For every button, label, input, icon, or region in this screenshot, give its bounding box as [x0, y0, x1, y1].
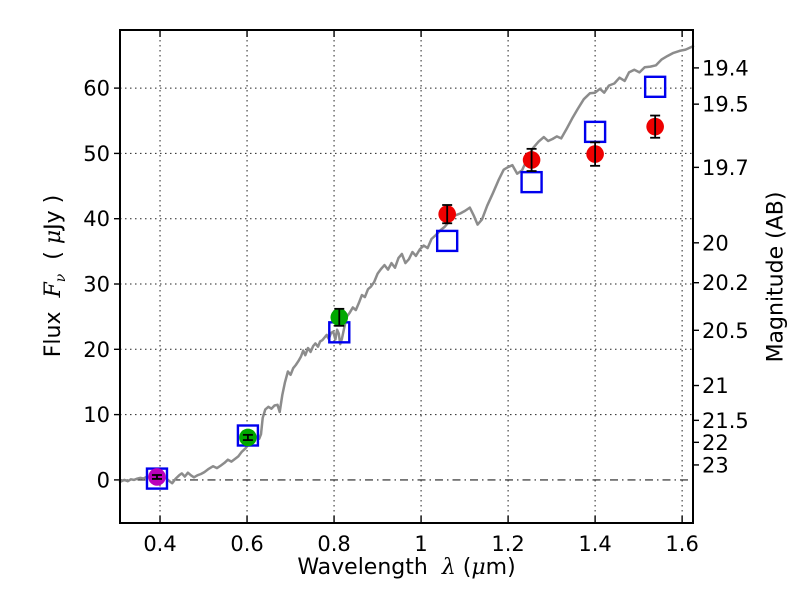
flux-symbol-sub: ν [53, 273, 70, 283]
model-spectrum-line [118, 45, 695, 485]
axes-frame [119, 29, 694, 524]
x-tick-label: 0.6 [230, 532, 263, 556]
y-tick-label-left: 40 [83, 207, 110, 231]
flux-unit-rest: Jy ) [40, 194, 66, 230]
plot-border [119, 29, 694, 524]
flux-unit-mu: μ [40, 229, 66, 245]
observed-photometry-point [330, 307, 349, 327]
x-tick-label: 0.8 [317, 532, 350, 556]
mu-symbol: μ [471, 555, 486, 580]
model-photometry-square [435, 229, 459, 253]
x-axis-unit-rest: m) [485, 555, 516, 580]
flux-unit-open: ( [40, 244, 66, 260]
y-tick-label-left: 50 [83, 142, 110, 166]
y-tick-label-right: 20 [702, 231, 729, 255]
observed-photometry-point [239, 428, 257, 447]
model-photometry-square [583, 120, 607, 144]
tick-marks [114, 30, 699, 523]
data-layer [118, 45, 695, 490]
y-tick-label-right: 21 [702, 374, 729, 398]
observed-photometry-point [148, 468, 166, 486]
y-tick-label-right: 20.2 [702, 271, 749, 295]
y-tick-label-right: 19.7 [702, 156, 749, 180]
x-axis-unit-open: ( [455, 555, 472, 580]
x-tick-label: 1 [414, 532, 427, 556]
y-tick-label-left: 0 [97, 468, 110, 492]
right-y-axis-title: Magnitude (AB) [763, 191, 789, 363]
y-tick-label-right: 23 [702, 453, 729, 477]
observed-photometry-point [438, 204, 456, 225]
tick-labels: 0.4 0.6 0.8 1 1.2 1.4 1.6 0 10 20 30 40 50 60 19.4 19.5… [83, 56, 749, 556]
model-photometry-square [520, 170, 543, 194]
gridlines [120, 30, 693, 523]
flux-word: Flux [40, 311, 66, 358]
observed-photometry-point [586, 141, 604, 167]
y-tick-label-right: 19.4 [702, 56, 749, 80]
x-tick-label: 1.2 [491, 532, 524, 556]
y-tick-label-right: 21.5 [702, 409, 749, 433]
flux-symbol: F [40, 282, 66, 298]
y-tick-label-left: 10 [83, 403, 110, 427]
x-axis-title-word: Wavelength [297, 555, 428, 580]
x-tick-label: 1.4 [578, 532, 611, 556]
y-tick-label-right: 20.5 [702, 319, 749, 343]
model-photometry-square [643, 75, 667, 99]
left-y-axis-title: Flux Fν ( μJy ) [41, 195, 69, 358]
y-tick-label-left: 60 [83, 77, 110, 101]
y-tick-label-right: 22 [702, 431, 729, 455]
y-tick-label-left: 20 [83, 338, 110, 362]
lambda-symbol: λ [441, 555, 456, 580]
y-tick-label-right: 19.5 [702, 93, 749, 117]
x-tick-label: 1.6 [665, 532, 698, 556]
x-axis-title: Wavelength λ (μm) [120, 555, 693, 580]
x-tick-label: 0.4 [143, 532, 176, 556]
y-tick-label-left: 30 [83, 273, 110, 297]
observed-photometry-point [522, 147, 541, 172]
observed-photometry-point [646, 114, 664, 139]
